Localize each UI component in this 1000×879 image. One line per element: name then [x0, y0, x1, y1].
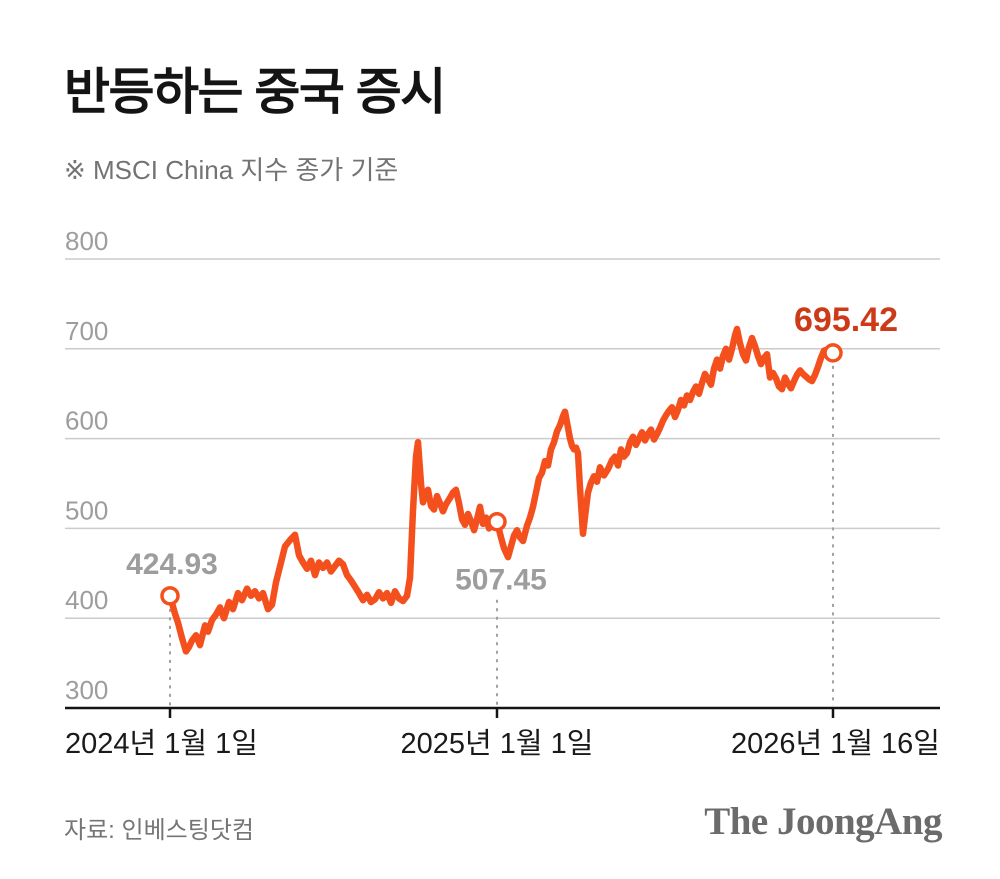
y-tick-label: 800 [65, 226, 108, 256]
data-point-marker [487, 511, 507, 532]
value-label: 507.45 [455, 564, 547, 597]
value-label: 695.42 [794, 301, 898, 339]
chart-title: 반등하는 중국 증시 [64, 64, 446, 120]
x-tick-label: 2026년 1월 16일 [731, 727, 940, 760]
joongang-logo: The JoongAng [704, 800, 942, 843]
y-tick-label: 400 [65, 585, 108, 615]
source-label: 자료: 인베스팅닷컴 [64, 817, 254, 844]
y-tick-label: 500 [65, 495, 108, 525]
y-tick-label: 600 [65, 406, 108, 436]
data-point-marker [823, 343, 843, 363]
x-tick-label: 2025년 1월 1일 [401, 727, 594, 760]
chart-subtitle: ※ MSCI China 지수 종가 기준 [64, 155, 399, 185]
series-line [166, 325, 837, 655]
value-label: 424.93 [126, 548, 218, 581]
data-point-marker [160, 586, 180, 606]
y-tick-label: 700 [65, 316, 108, 346]
y-tick-label: 300 [65, 675, 108, 705]
x-tick-label: 2024년 1월 1일 [65, 727, 258, 760]
